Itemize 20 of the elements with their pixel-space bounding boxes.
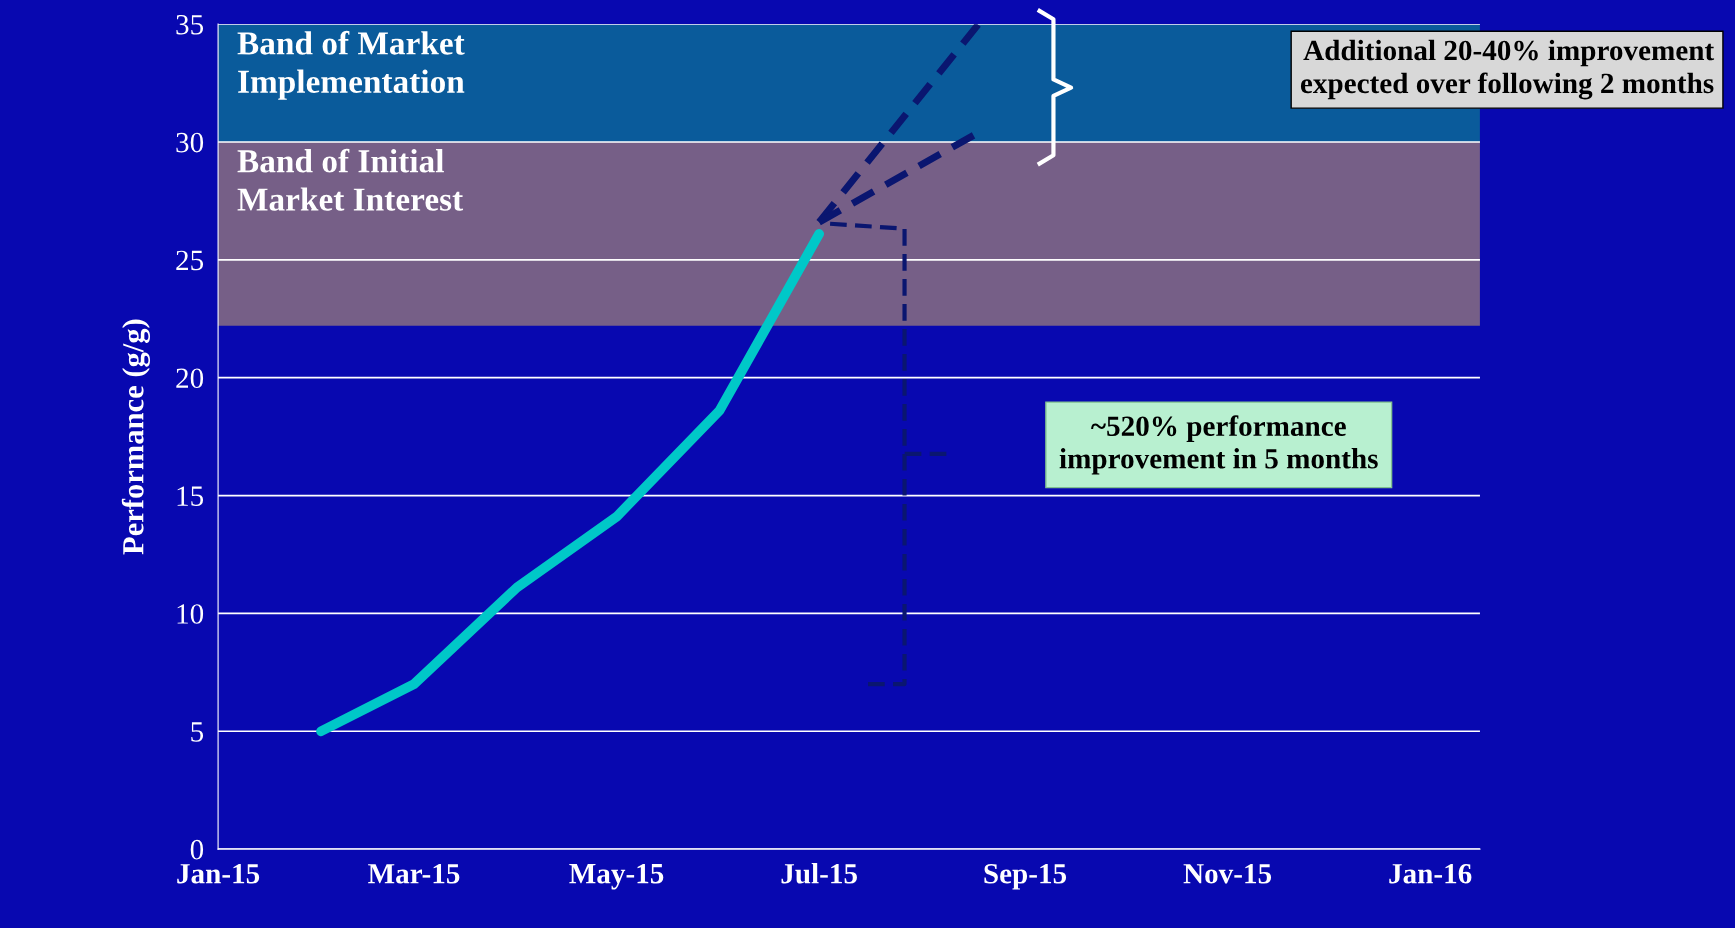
x-tick-label: Nov-15 bbox=[1183, 863, 1272, 884]
y-tick-label: 25 bbox=[176, 250, 204, 271]
y-tick-label: 10 bbox=[177, 604, 204, 624]
band-label: Band of Market Implementation bbox=[237, 30, 465, 100]
y-tick-label: 35 bbox=[176, 14, 204, 35]
x-tick-label: Jan-15 bbox=[177, 863, 260, 884]
y-tick-label: 5 bbox=[191, 722, 204, 742]
y-axis-title: Performance (g/g) bbox=[121, 319, 151, 555]
annotation: ~520% performance improvement in 5 months bbox=[1059, 415, 1378, 475]
x-tick-label: Jul-15 bbox=[781, 863, 857, 884]
x-tick-label: Mar-15 bbox=[368, 863, 460, 884]
x-tick-label: Jan-16 bbox=[1389, 863, 1472, 884]
y-tick-label: 15 bbox=[177, 486, 204, 506]
annotation: Additional 20-40% improvement expected over following 2 months bbox=[1300, 39, 1715, 100]
y-tick-label: 30 bbox=[176, 132, 204, 153]
x-tick-label: May-15 bbox=[569, 863, 664, 890]
y-tick-label: 20 bbox=[176, 368, 204, 389]
x-tick-label: Sep-15 bbox=[984, 863, 1067, 890]
y-tick-label: 0 bbox=[190, 839, 204, 860]
band-label: Band of Initial Market Interest bbox=[237, 148, 464, 211]
